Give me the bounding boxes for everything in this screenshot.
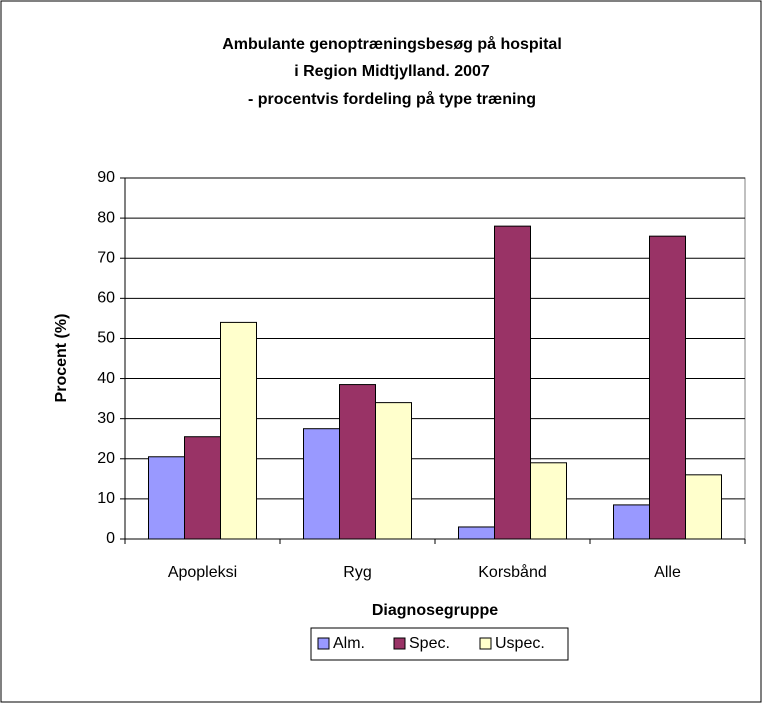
x-tick-label: Alle	[654, 564, 681, 581]
legend-box	[310, 627, 569, 661]
bar	[649, 235, 686, 540]
y-tick-label: 40	[97, 370, 115, 387]
x-axis-title: Diagnosegruppe	[372, 602, 498, 619]
y-axis-title: Procent (%)	[53, 314, 70, 403]
bar	[530, 462, 567, 540]
bar	[303, 428, 340, 540]
chart-title: - procentvis fordeling på type træning	[248, 90, 536, 108]
y-tick-label: 0	[106, 530, 115, 547]
x-tick-label: Korsbånd	[478, 563, 547, 581]
bar	[494, 225, 531, 540]
y-tick-label: 50	[97, 330, 115, 347]
bar	[458, 526, 495, 540]
y-tick-label: 90	[97, 169, 115, 186]
bar	[685, 474, 722, 540]
legend-label: Alm.	[333, 635, 365, 652]
x-tick-label: Ryg	[343, 564, 371, 581]
bar	[375, 402, 412, 540]
bar	[339, 384, 376, 540]
bar	[613, 504, 650, 540]
chart-title: i Region Midtjylland. 2007	[294, 63, 490, 80]
y-tick-label: 10	[97, 490, 115, 507]
legend-swatch	[317, 637, 330, 650]
bar	[184, 436, 221, 540]
legend-swatch	[393, 637, 406, 650]
y-tick-label: 80	[97, 209, 115, 226]
bar	[220, 321, 257, 540]
bar	[148, 456, 185, 540]
legend-swatch	[479, 637, 492, 650]
y-tick-label: 70	[97, 249, 115, 266]
legend-label: Spec.	[409, 635, 450, 652]
y-tick-label: 60	[97, 290, 115, 307]
chart-title: Ambulante genoptræningsbesøg på hospital	[222, 35, 562, 53]
legend-label: Uspec.	[495, 635, 545, 652]
y-tick-label: 30	[97, 410, 115, 427]
y-tick-label: 20	[97, 450, 115, 467]
x-tick-label: Apopleksi	[168, 564, 237, 581]
